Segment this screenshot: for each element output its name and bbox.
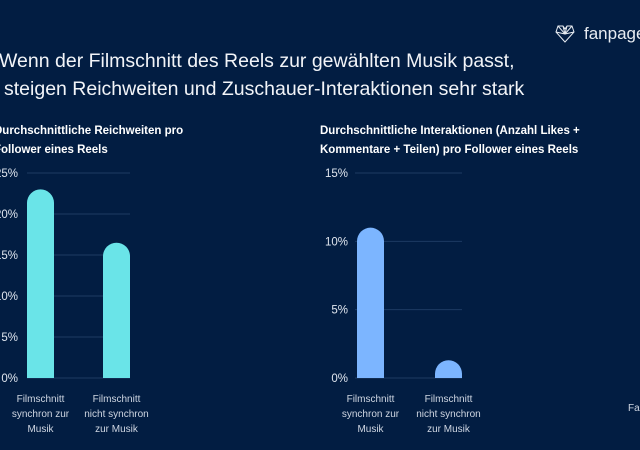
y-tick-label: 15% xyxy=(0,250,18,262)
y-tick-label: 15% xyxy=(325,168,348,180)
bar xyxy=(435,360,462,378)
title-line: Wenn der Filmschnitt des Reels zur gewäh… xyxy=(0,50,515,72)
x-tick-label: Filmschnitt xyxy=(17,394,65,405)
x-tick-label: nicht synchron xyxy=(84,409,148,420)
x-tick-label: zur Musik xyxy=(95,424,139,435)
left-chart-title: Durchschnittliche Reichweiten pro Follow… xyxy=(0,122,183,160)
subtitle-line: Durchschnittliche Interaktionen (Anzahl … xyxy=(320,125,580,137)
x-tick-label: Musik xyxy=(27,424,54,435)
x-tick-label: nicht synchron xyxy=(416,409,480,420)
y-tick-label: 0% xyxy=(1,373,18,385)
logo: fanpage xyxy=(554,24,640,44)
bar xyxy=(103,242,130,378)
subtitle-line: Durchschnittliche Reichweiten pro xyxy=(0,125,184,137)
subtitle-line: Kommentare + Teilen) pro Follower eines … xyxy=(320,144,579,156)
y-tick-label: 20% xyxy=(0,209,18,221)
x-tick-label: zur Musik xyxy=(427,424,471,435)
x-tick-label: Filmschnitt xyxy=(347,394,395,405)
heart-network-icon xyxy=(555,25,575,43)
subtitle-line: Follower eines Reels xyxy=(0,144,108,156)
y-tick-label: 5% xyxy=(331,305,348,317)
y-tick-label: 0% xyxy=(331,373,348,385)
x-tick-label: Filmschnitt xyxy=(425,394,473,405)
title-line: steigen Reichweiten und Zuschauer-Intera… xyxy=(4,78,525,100)
logo-text: fanpage xyxy=(584,24,640,43)
y-tick-label: 5% xyxy=(1,332,18,344)
x-tick-label: Filmschnitt xyxy=(93,394,141,405)
x-tick-label: synchron zur xyxy=(12,409,70,420)
y-tick-label: 10% xyxy=(0,291,18,303)
right-chart-title: Durchschnittliche Interaktionen (Anzahl … xyxy=(320,122,580,160)
y-tick-label: 25% xyxy=(0,168,18,180)
x-tick-label: Musik xyxy=(357,424,384,435)
bar xyxy=(357,227,384,378)
y-tick-label: 10% xyxy=(325,236,348,248)
x-tick-label: synchron zur xyxy=(342,409,400,420)
source-note: Fa xyxy=(628,403,640,414)
chart-title: Wenn der Filmschnitt des Reels zur gewäh… xyxy=(0,47,524,103)
bar xyxy=(27,189,54,378)
